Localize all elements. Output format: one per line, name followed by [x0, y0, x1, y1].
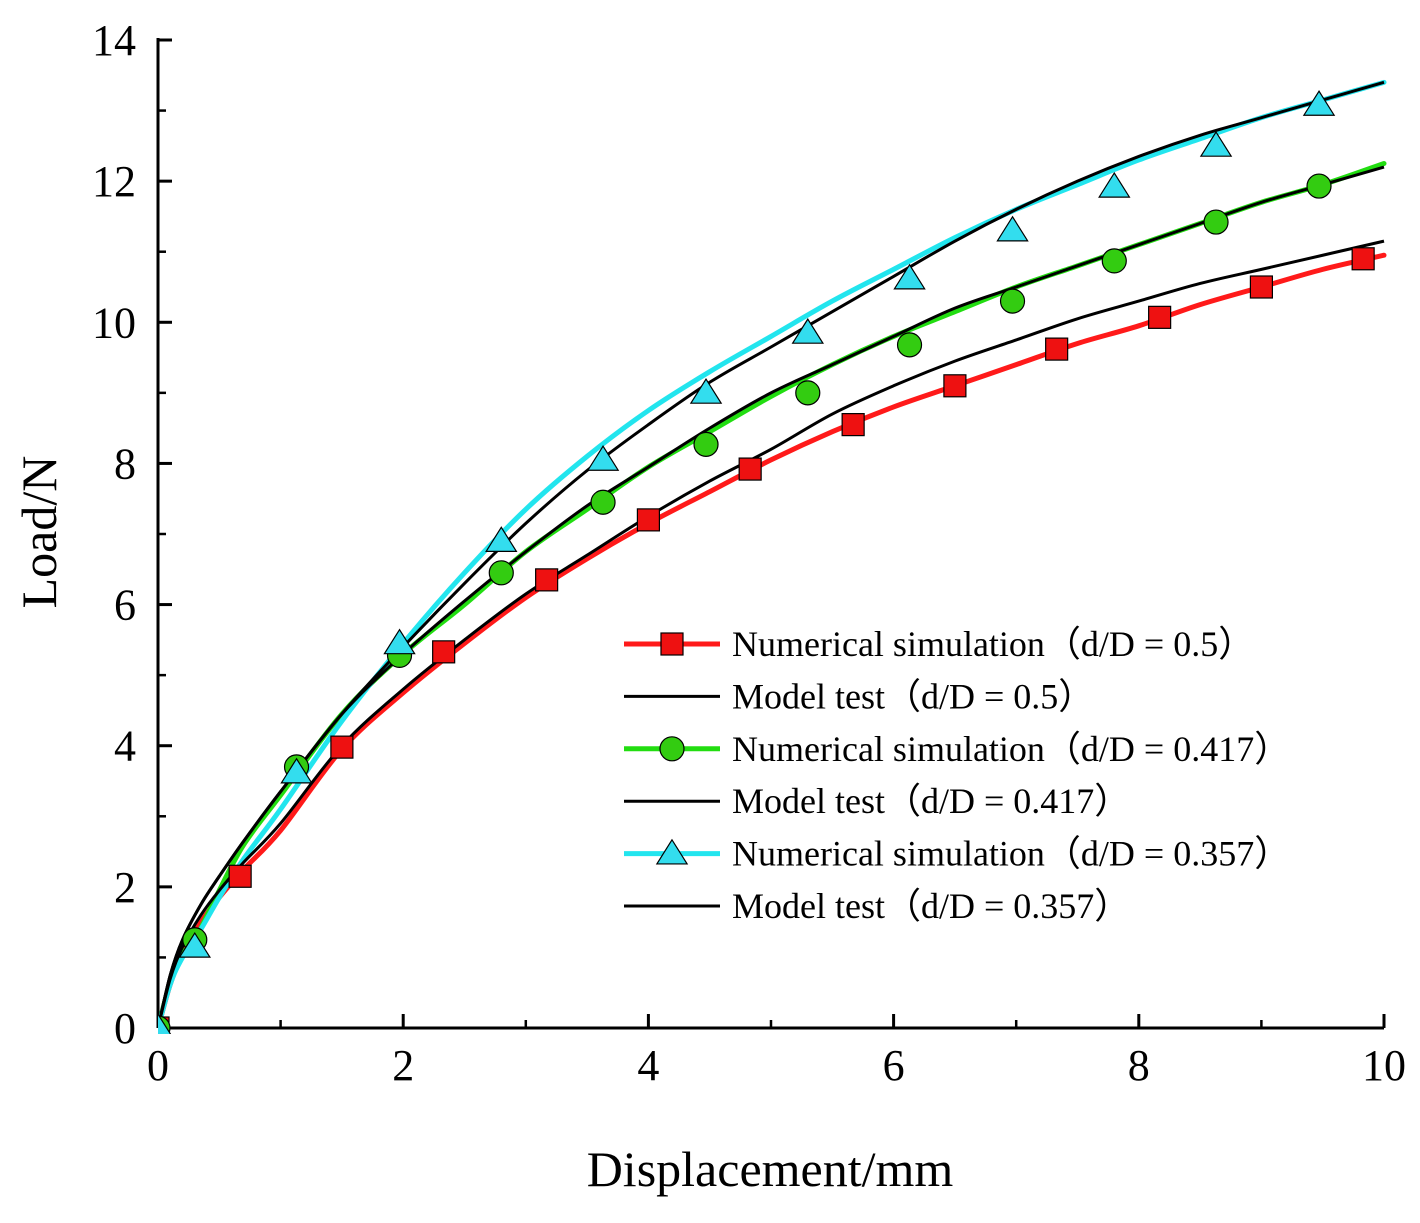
y-tick-label: 0 — [114, 1004, 136, 1053]
data-point — [1306, 173, 1332, 199]
y-tick-label: 12 — [92, 157, 136, 206]
data-point — [228, 864, 252, 888]
legend-label: Model test（d/D = 0.417） — [732, 781, 1130, 821]
x-tick-label: 8 — [1128, 1041, 1150, 1090]
legend-swatch-marker — [655, 838, 689, 865]
legend-swatch-marker — [659, 736, 685, 762]
x-tick-label: 2 — [392, 1041, 414, 1090]
series-line-5 — [158, 80, 1385, 1029]
data-point — [693, 431, 719, 457]
data-point — [1302, 90, 1336, 116]
legend-label: Numerical simulation（d/D = 0.5） — [732, 624, 1254, 664]
data-point — [590, 489, 616, 515]
legend-item: Numerical simulation（d/D = 0.357） — [624, 834, 1290, 874]
data-point — [636, 508, 661, 532]
legend-swatch-marker — [660, 632, 684, 656]
series-markers-4 — [158, 90, 1336, 1034]
data-point — [896, 332, 923, 358]
data-point — [1148, 305, 1172, 329]
data-point — [738, 457, 762, 481]
x-tick-label: 4 — [637, 1041, 659, 1090]
x-tick-label: 6 — [883, 1041, 905, 1090]
data-point — [535, 568, 559, 592]
y-tick-label: 4 — [114, 722, 136, 771]
plot-series — [158, 79, 1387, 1034]
data-point — [1249, 275, 1274, 299]
plot-area — [158, 79, 1387, 1034]
data-point — [1199, 130, 1233, 157]
y-tick-label: 10 — [92, 298, 136, 347]
y-axis-title: Load/N — [11, 456, 67, 609]
legend-item: Model test（d/D = 0.417） — [624, 781, 1130, 821]
legend-label: Model test（d/D = 0.5） — [732, 676, 1094, 716]
data-point — [1101, 248, 1127, 274]
data-point — [791, 317, 824, 344]
y-tick-label: 2 — [114, 863, 136, 912]
data-point — [1203, 209, 1229, 235]
data-point — [841, 413, 865, 437]
data-point — [158, 1013, 172, 1034]
legend-label: Model test（d/D = 0.357） — [732, 886, 1130, 926]
data-point — [795, 380, 821, 406]
x-tick-label: 0 — [147, 1041, 169, 1090]
data-point — [893, 263, 926, 290]
legend-item: Model test（d/D = 0.5） — [624, 676, 1094, 716]
legend-label: Numerical simulation（d/D = 0.357） — [732, 834, 1290, 874]
y-tick-label: 8 — [114, 439, 136, 488]
data-point — [432, 640, 456, 664]
legend-item: Numerical simulation（d/D = 0.5） — [624, 624, 1254, 664]
legend: Numerical simulation（d/D = 0.5） Model tes… — [624, 624, 1290, 926]
data-point — [1351, 247, 1375, 271]
data-point — [1098, 171, 1131, 198]
data-point — [689, 377, 723, 404]
y-tick-label: 6 — [114, 581, 136, 630]
data-point — [488, 560, 514, 586]
axes: 0 2 4 6 8 10 0 2 4 6 8 10 12 14 — [92, 16, 1406, 1090]
legend-label: Numerical simulation（d/D = 0.417） — [732, 729, 1290, 769]
data-point — [999, 288, 1026, 314]
data-point — [330, 735, 354, 759]
series-markers-0 — [158, 247, 1375, 1034]
data-point — [943, 374, 967, 398]
x-tick-label: 10 — [1362, 1041, 1406, 1090]
y-tick-label: 14 — [92, 16, 136, 65]
data-point — [383, 628, 416, 655]
data-point — [996, 215, 1029, 242]
series-line-4 — [158, 79, 1387, 1031]
legend-item: Model test（d/D = 0.357） — [624, 886, 1130, 926]
data-point — [485, 526, 518, 552]
data-point — [1045, 337, 1069, 361]
data-point — [586, 445, 620, 471]
data-point — [280, 757, 313, 784]
legend-item: Numerical simulation（d/D = 0.417） — [624, 729, 1290, 769]
x-axis-title: Displacement/mm — [587, 1141, 954, 1197]
data-point — [178, 931, 211, 958]
